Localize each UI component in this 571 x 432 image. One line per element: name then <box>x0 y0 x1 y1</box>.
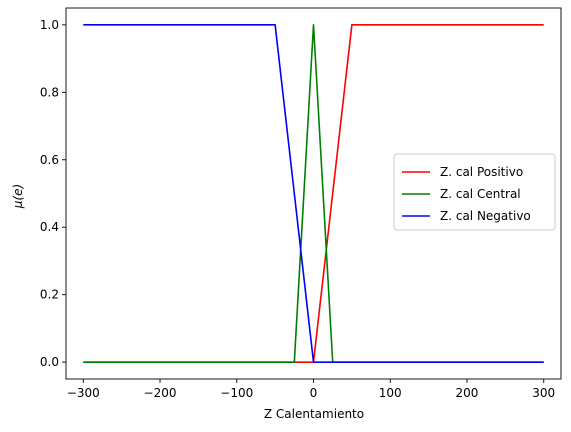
legend: Z. cal Positivo Z. cal Central Z. cal Nega… <box>393 153 556 231</box>
y-axis-ticks: 0.0 0.2 0.4 0.6 0.8 1.0 <box>40 18 66 369</box>
x-tick-label: 200 <box>456 386 479 400</box>
legend-label-3: Z. cal Negativo <box>440 209 531 223</box>
x-axis-label: Z Calentamiento <box>264 407 364 421</box>
y-tick-label: 0.8 <box>40 85 59 99</box>
x-tick-label: −300 <box>67 386 100 400</box>
x-tick-label: −200 <box>144 386 177 400</box>
x-tick-label: 100 <box>379 386 402 400</box>
x-axis-ticks: −300 −200 −100 0 100 200 300 <box>67 379 555 400</box>
y-tick-label: 0.6 <box>40 153 59 167</box>
y-axis-label: μ(e) <box>11 184 25 209</box>
y-tick-label: 1.0 <box>40 18 59 32</box>
legend-box <box>393 153 556 231</box>
y-tick-label: 0.2 <box>40 288 59 302</box>
x-tick-label: −100 <box>220 386 253 400</box>
series-line-3 <box>83 24 544 363</box>
y-tick-label: 0.0 <box>40 355 59 369</box>
legend-label-1: Z. cal Positivo <box>440 165 523 179</box>
x-tick-label: 300 <box>532 386 555 400</box>
x-tick-label: 0 <box>310 386 318 400</box>
y-tick-label: 0.4 <box>40 220 59 234</box>
plot-area <box>65 7 562 380</box>
legend-label-2: Z. cal Central <box>440 187 521 201</box>
